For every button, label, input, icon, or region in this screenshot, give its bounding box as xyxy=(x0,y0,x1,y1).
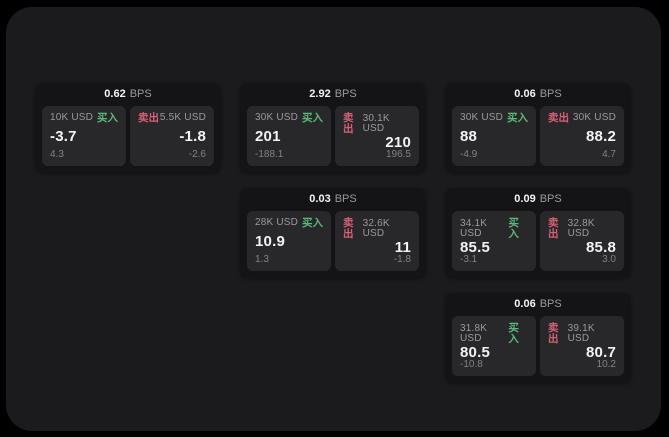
sell-price: 210 xyxy=(385,133,411,151)
buy-delta: 4.3 xyxy=(50,149,64,160)
buy-notional: 34.1K USD xyxy=(460,217,488,239)
sell-price: -1.8 xyxy=(179,128,206,146)
sell-tile[interactable]: 卖出 30.1K USD 210 196.5 xyxy=(335,106,419,166)
main-panel: 0.62 BPS 10K USD 买入 -3.7 4.3 卖出 5.5K USD xyxy=(6,7,661,431)
buy-notional: 10K USD xyxy=(50,112,94,124)
quote-body: 31.8K USD 买入 80.5 -10.8 卖出 39.1K USD 80.… xyxy=(445,316,631,383)
quote-body: 30K USD 买入 88 -4.9 卖出 30K USD 88.2 4.7 xyxy=(445,106,631,173)
buy-price: 10.9 xyxy=(255,233,285,251)
sell-notional: 5.5K USD xyxy=(159,112,206,124)
sell-notional: 32.6K USD xyxy=(362,217,390,239)
sell-side-label: 卖出 xyxy=(548,112,569,124)
sell-notional: 30K USD xyxy=(572,112,616,124)
sell-side-label: 卖出 xyxy=(138,112,159,124)
sell-notional: 30.1K USD xyxy=(362,112,390,134)
spread-value: 0.09 xyxy=(514,193,536,205)
buy-price: 201 xyxy=(255,128,281,146)
buy-side-label: 买入 xyxy=(97,112,118,124)
spread-header: 0.06 BPS xyxy=(445,293,631,316)
sell-tile[interactable]: 卖出 39.1K USD 80.7 10.2 xyxy=(540,316,624,376)
buy-price: 80.5 xyxy=(460,343,490,361)
buy-notional: 30K USD xyxy=(255,112,299,124)
buy-tile[interactable]: 30K USD 买入 201 -188.1 xyxy=(247,106,331,166)
spread-header: 0.62 BPS xyxy=(35,83,221,106)
sell-tile[interactable]: 卖出 32.8K USD 85.8 3.0 xyxy=(540,211,624,271)
sell-price: 80.7 xyxy=(586,343,616,361)
sell-side-label: 卖出 xyxy=(343,217,354,240)
bps-unit-label: BPS xyxy=(539,193,562,205)
sell-notional: 32.8K USD xyxy=(567,217,595,239)
spread-card: 0.06 BPS 31.8K USD 买入 80.5 -10.8 卖出 39.1… xyxy=(445,293,631,383)
buy-delta: -3.1 xyxy=(460,254,478,265)
buy-side-label: 买入 xyxy=(302,217,323,229)
buy-notional: 30K USD xyxy=(460,112,504,124)
sell-delta: 3.0 xyxy=(602,254,616,265)
sell-delta: 196.5 xyxy=(385,149,411,160)
spread-value: 0.06 xyxy=(514,298,536,310)
buy-notional: 28K USD xyxy=(255,217,299,229)
spread-value: 2.92 xyxy=(309,88,331,100)
spread-value: 0.62 xyxy=(104,88,126,100)
bps-unit-label: BPS xyxy=(129,88,152,100)
sell-delta: -2.6 xyxy=(188,149,206,160)
sell-delta: 4.7 xyxy=(602,149,616,160)
buy-price: -3.7 xyxy=(50,128,77,146)
buy-tile[interactable]: 30K USD 买入 88 -4.9 xyxy=(452,106,536,166)
spread-card: 2.92 BPS 30K USD 买入 201 -188.1 卖出 30.1K … xyxy=(240,83,426,173)
spread-card: 0.09 BPS 34.1K USD 买入 85.5 -3.1 卖出 32.8K… xyxy=(445,188,631,278)
sell-price: 85.8 xyxy=(586,238,616,256)
buy-price: 85.5 xyxy=(460,238,490,256)
quote-body: 34.1K USD 买入 85.5 -3.1 卖出 32.8K USD 85.8… xyxy=(445,211,631,278)
buy-side-label: 买入 xyxy=(507,112,528,124)
spread-value: 0.06 xyxy=(514,88,536,100)
buy-side-label: 买入 xyxy=(508,217,519,240)
spread-header: 2.92 BPS xyxy=(240,83,426,106)
sell-side-label: 卖出 xyxy=(548,322,559,345)
spread-value: 0.03 xyxy=(309,193,331,205)
spread-header: 0.03 BPS xyxy=(240,188,426,211)
sell-price: 88.2 xyxy=(586,128,616,146)
spread-card: 0.03 BPS 28K USD 买入 10.9 1.3 卖出 32.6K US… xyxy=(240,188,426,278)
buy-side-label: 买入 xyxy=(508,322,519,345)
sell-tile[interactable]: 卖出 30K USD 88.2 4.7 xyxy=(540,106,624,166)
sell-notional: 39.1K USD xyxy=(567,322,595,344)
buy-delta: 1.3 xyxy=(255,254,269,265)
sell-side-label: 卖出 xyxy=(343,112,354,135)
buy-tile[interactable]: 31.8K USD 买入 80.5 -10.8 xyxy=(452,316,536,376)
bps-unit-label: BPS xyxy=(334,193,357,205)
buy-delta: -10.8 xyxy=(460,359,483,370)
quote-body: 28K USD 买入 10.9 1.3 卖出 32.6K USD 11 -1.8 xyxy=(240,211,426,278)
buy-tile[interactable]: 34.1K USD 买入 85.5 -3.1 xyxy=(452,211,536,271)
spread-card: 0.06 BPS 30K USD 买入 88 -4.9 卖出 30K USD xyxy=(445,83,631,173)
quote-body: 10K USD 买入 -3.7 4.3 卖出 5.5K USD -1.8 -2.… xyxy=(35,106,221,173)
sell-side-label: 卖出 xyxy=(548,217,559,240)
sell-delta: 10.2 xyxy=(596,359,616,370)
sell-price: 11 xyxy=(394,238,411,256)
buy-tile[interactable]: 28K USD 买入 10.9 1.3 xyxy=(247,211,331,271)
buy-notional: 31.8K USD xyxy=(460,322,488,344)
buy-delta: -4.9 xyxy=(460,149,478,160)
buy-side-label: 买入 xyxy=(302,112,323,124)
bps-unit-label: BPS xyxy=(539,298,562,310)
quote-body: 30K USD 买入 201 -188.1 卖出 30.1K USD 210 1… xyxy=(240,106,426,173)
buy-delta: -188.1 xyxy=(255,149,284,160)
bps-unit-label: BPS xyxy=(539,88,562,100)
spread-header: 0.06 BPS xyxy=(445,83,631,106)
sell-tile[interactable]: 卖出 32.6K USD 11 -1.8 xyxy=(335,211,419,271)
sell-tile[interactable]: 卖出 5.5K USD -1.8 -2.6 xyxy=(130,106,214,166)
buy-tile[interactable]: 10K USD 买入 -3.7 4.3 xyxy=(42,106,126,166)
spread-card: 0.62 BPS 10K USD 买入 -3.7 4.3 卖出 5.5K USD xyxy=(35,83,221,173)
sell-delta: -1.8 xyxy=(393,254,411,265)
spread-header: 0.09 BPS xyxy=(445,188,631,211)
buy-price: 88 xyxy=(460,128,478,146)
bps-unit-label: BPS xyxy=(334,88,357,100)
quote-grid: 0.62 BPS 10K USD 买入 -3.7 4.3 卖出 5.5K USD xyxy=(35,83,631,383)
